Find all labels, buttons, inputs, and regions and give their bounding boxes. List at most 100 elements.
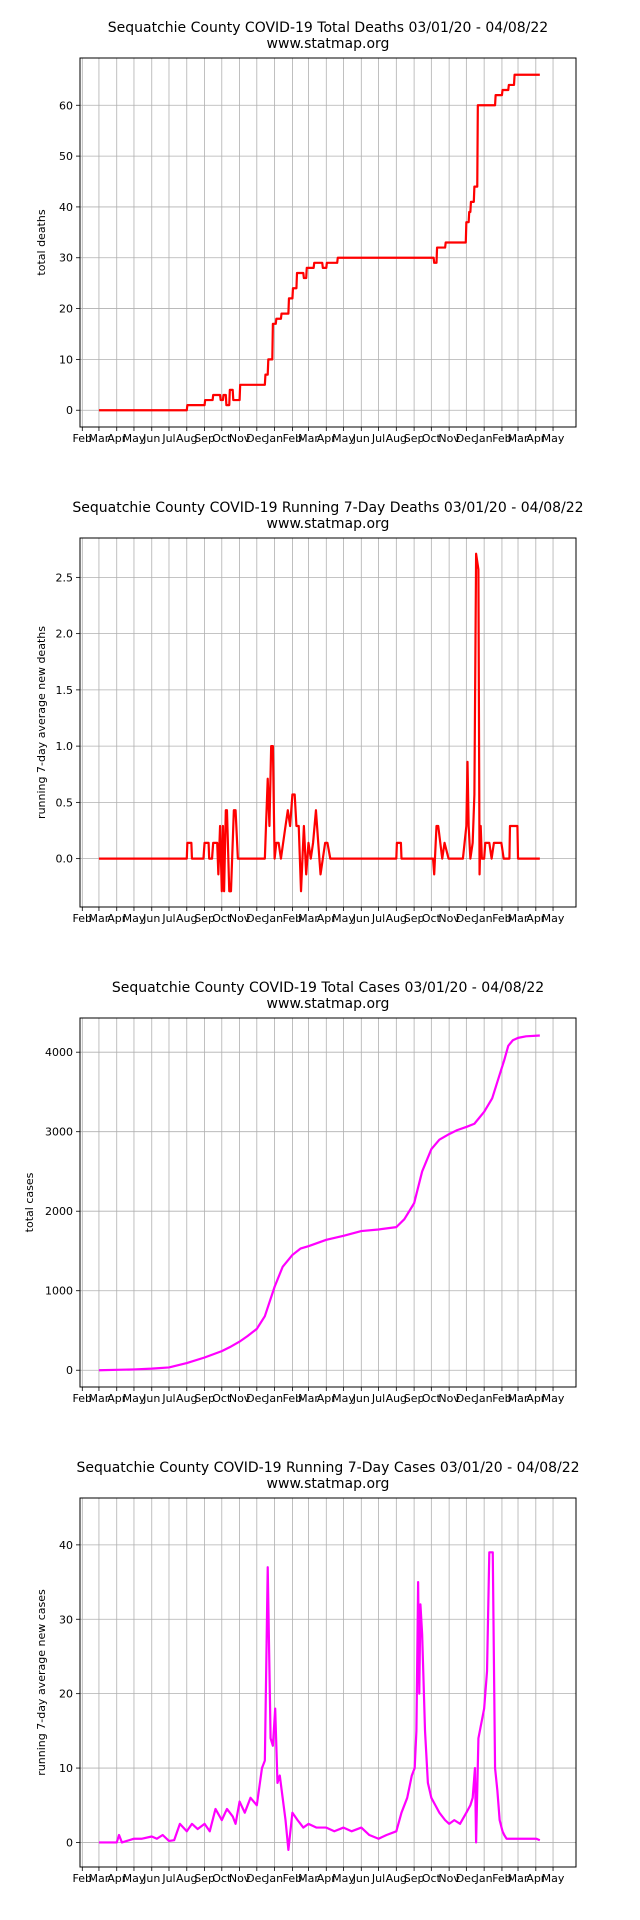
x-tick-label: Nov bbox=[229, 912, 251, 925]
y-tick-label: 10 bbox=[59, 1762, 73, 1775]
x-tick-label: Nov bbox=[438, 912, 460, 925]
x-tick-label: Jun bbox=[142, 1872, 160, 1885]
x-tick-label: May bbox=[332, 1872, 355, 1885]
x-tick-label: Aug bbox=[386, 1392, 407, 1405]
x-tick-label: Nov bbox=[229, 1392, 251, 1405]
x-tick-label: Aug bbox=[386, 1872, 407, 1885]
x-tick-label: May bbox=[542, 912, 565, 925]
x-tick-label: Aug bbox=[386, 432, 407, 445]
x-tick-label: Apr bbox=[526, 1392, 546, 1405]
x-tick-label: Sep bbox=[194, 1872, 215, 1885]
x-tick-label: Jul bbox=[161, 432, 175, 445]
x-tick-label: Dec bbox=[456, 912, 477, 925]
plot-frame bbox=[79, 1497, 577, 1868]
x-tick-label: Jun bbox=[352, 1872, 370, 1885]
y-tick-label: 1.0 bbox=[56, 740, 74, 753]
x-tick-label: Apr bbox=[107, 912, 127, 925]
y-tick-label: 40 bbox=[59, 201, 73, 214]
y-tick-label: 0 bbox=[66, 404, 73, 417]
x-tick-label: Jun bbox=[352, 1392, 370, 1405]
x-tick-label: Aug bbox=[176, 1872, 197, 1885]
chart-total-deaths: Sequatchie County COVID-19 Total Deaths … bbox=[35, 20, 577, 445]
y-tick-label: 0.0 bbox=[56, 853, 74, 866]
x-tick-label: Mar bbox=[508, 912, 529, 925]
chart-title: Sequatchie County COVID-19 Total Cases 0… bbox=[112, 980, 544, 996]
x-tick-label: Apr bbox=[526, 432, 546, 445]
y-tick-label: 1.5 bbox=[56, 684, 74, 697]
x-tick-label: Dec bbox=[456, 1392, 477, 1405]
chart-total-cases: Sequatchie County COVID-19 Total Cases 0… bbox=[23, 980, 577, 1405]
x-tick-label: Feb bbox=[492, 1392, 511, 1405]
x-tick-label: Apr bbox=[317, 1392, 337, 1405]
y-tick-label: 60 bbox=[59, 99, 73, 112]
x-tick-label: Sep bbox=[194, 432, 215, 445]
y-tick-label: 1000 bbox=[45, 1285, 73, 1298]
x-tick-label: Feb bbox=[283, 1392, 302, 1405]
x-tick-label: Oct bbox=[422, 912, 442, 925]
chart-subtitle: www.statmap.org bbox=[267, 996, 390, 1012]
x-tick-label: Feb bbox=[73, 1872, 92, 1885]
plot-frame bbox=[79, 1017, 577, 1388]
chart-title: Sequatchie County COVID-19 Running 7-Day… bbox=[72, 500, 583, 516]
y-tick-label: 0.5 bbox=[56, 796, 74, 809]
x-tick-label: Feb bbox=[283, 912, 302, 925]
x-tick-label: Nov bbox=[438, 1392, 460, 1405]
x-tick-label: Aug bbox=[176, 912, 197, 925]
x-tick-label: Jan bbox=[475, 1392, 493, 1405]
x-tick-label: Oct bbox=[212, 432, 232, 445]
x-tick-label: Sep bbox=[404, 432, 425, 445]
x-tick-label: Dec bbox=[456, 432, 477, 445]
x-tick-label: Jan bbox=[475, 912, 493, 925]
y-axis-label: running 7-day average new deaths bbox=[35, 626, 48, 819]
y-tick-label: 20 bbox=[59, 303, 73, 316]
chart-title: Sequatchie County COVID-19 Running 7-Day… bbox=[76, 1460, 579, 1476]
x-tick-label: May bbox=[332, 1392, 355, 1405]
x-tick-label: May bbox=[332, 432, 355, 445]
y-axis: 0 10 20 30 40 50 60 bbox=[59, 99, 80, 417]
x-tick-label: May bbox=[542, 432, 565, 445]
x-tick-label: Jul bbox=[371, 432, 385, 445]
chart-running-7day-cases: Sequatchie County COVID-19 Running 7-Day… bbox=[35, 1460, 580, 1885]
x-tick-label: Mar bbox=[298, 432, 319, 445]
y-tick-label: 4000 bbox=[45, 1046, 73, 1059]
x-tick-label: Mar bbox=[298, 1392, 319, 1405]
chart-panel-running-7day-deaths: Sequatchie County COVID-19 Running 7-Day… bbox=[0, 480, 640, 960]
x-tick-label: Aug bbox=[386, 912, 407, 925]
y-axis-label: total cases bbox=[23, 1172, 36, 1232]
x-tick-label: Dec bbox=[246, 912, 267, 925]
x-tick-label: Apr bbox=[107, 1872, 127, 1885]
grid bbox=[80, 58, 576, 427]
x-tick-label: Feb bbox=[283, 432, 302, 445]
x-tick-label: Sep bbox=[404, 1392, 425, 1405]
x-tick-label: Feb bbox=[73, 1392, 92, 1405]
x-tick-label: Mar bbox=[89, 1872, 110, 1885]
x-tick-label: May bbox=[332, 912, 355, 925]
x-tick-label: Mar bbox=[89, 432, 110, 445]
y-tick-label: 2.0 bbox=[56, 628, 74, 641]
y-tick-label: 0 bbox=[66, 1364, 73, 1377]
chart-title: Sequatchie County COVID-19 Total Deaths … bbox=[108, 20, 548, 36]
x-tick-label: Feb bbox=[73, 912, 92, 925]
x-tick-label: Aug bbox=[176, 432, 197, 445]
x-tick-label: May bbox=[542, 1872, 565, 1885]
y-axis: 0.0 0.5 1.0 1.5 2.0 2.5 bbox=[56, 571, 80, 866]
x-tick-label: Jul bbox=[161, 1392, 175, 1405]
x-tick-label: Apr bbox=[317, 432, 337, 445]
x-tick-label: Jan bbox=[265, 432, 283, 445]
x-tick-label: Sep bbox=[404, 912, 425, 925]
x-tick-label: Apr bbox=[107, 432, 127, 445]
x-tick-label: Nov bbox=[438, 1872, 460, 1885]
x-tick-label: Apr bbox=[317, 1872, 337, 1885]
y-tick-label: 2000 bbox=[45, 1205, 73, 1218]
y-tick-label: 0 bbox=[66, 1836, 73, 1849]
x-tick-label: Jun bbox=[352, 912, 370, 925]
y-tick-label: 20 bbox=[59, 1688, 73, 1701]
x-tick-label: Apr bbox=[107, 1392, 127, 1405]
x-tick-label: Jan bbox=[265, 912, 283, 925]
y-axis-label: running 7-day average new cases bbox=[35, 1589, 48, 1776]
x-tick-label: Aug bbox=[176, 1392, 197, 1405]
x-tick-label: Dec bbox=[456, 1872, 477, 1885]
y-tick-label: 50 bbox=[59, 150, 73, 163]
x-tick-label: Nov bbox=[229, 432, 251, 445]
